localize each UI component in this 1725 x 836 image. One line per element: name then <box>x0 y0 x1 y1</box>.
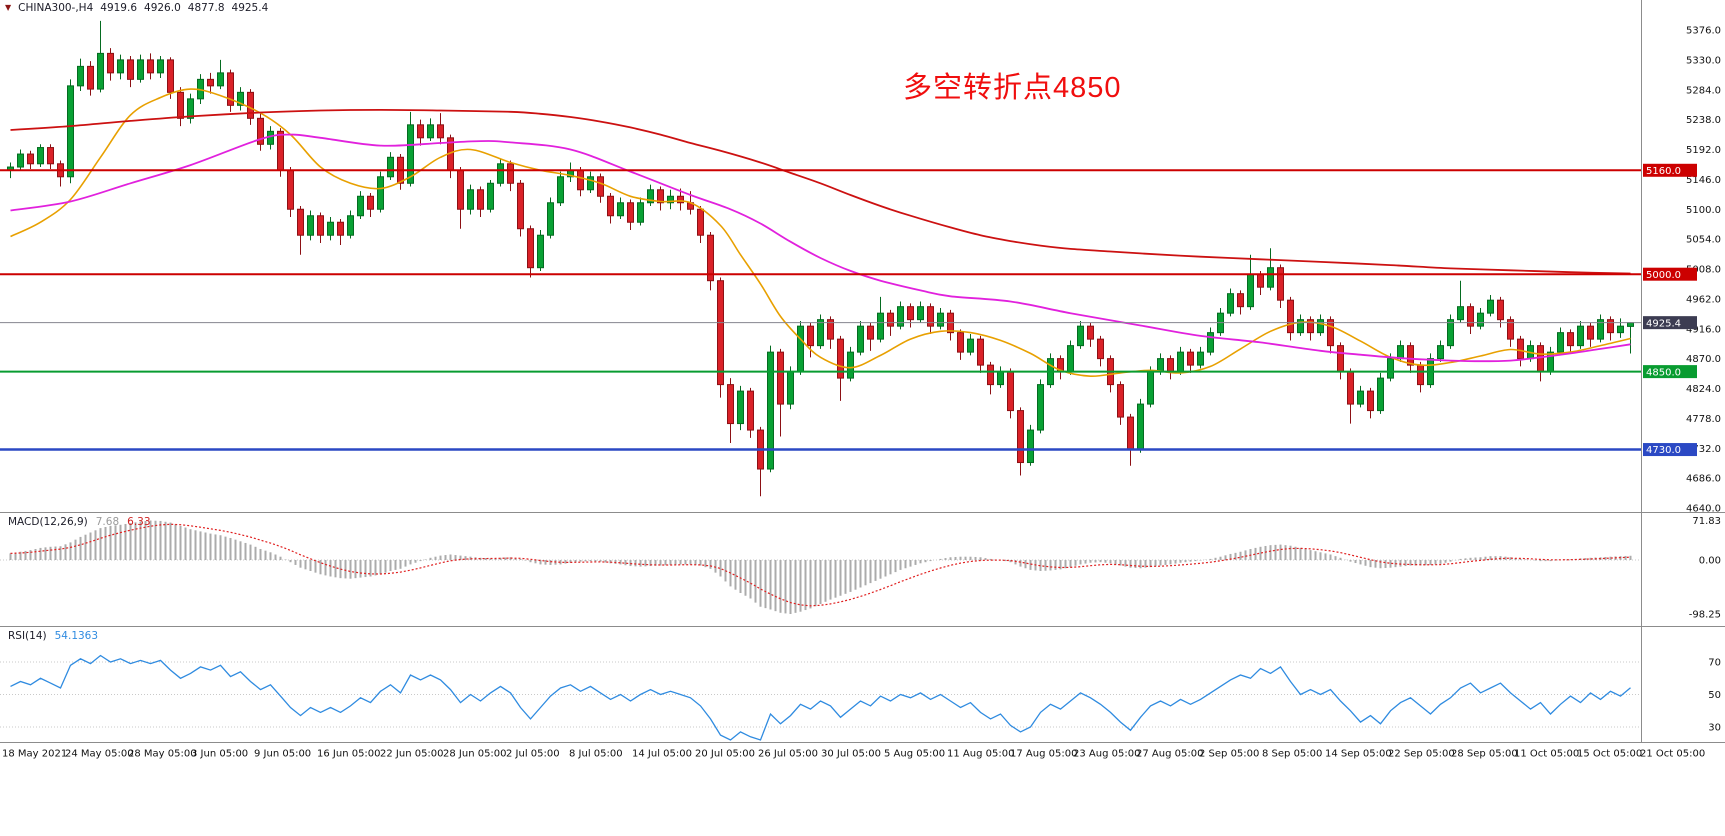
svg-text:5054.0: 5054.0 <box>1686 235 1721 246</box>
macd-signal-line <box>10 523 1631 607</box>
svg-text:2 Sep 05:00: 2 Sep 05:00 <box>1199 749 1259 760</box>
svg-text:17 Aug 05:00: 17 Aug 05:00 <box>1010 749 1077 760</box>
svg-text:21 Oct 05:00: 21 Oct 05:00 <box>1640 749 1705 760</box>
horizontal-lines[interactable] <box>0 169 1641 451</box>
symbol-ohlc-header: ▼ CHINA300-,H4 4919.6 4926.0 4877.8 4925… <box>5 2 268 14</box>
svg-text:5000.0: 5000.0 <box>1646 270 1681 281</box>
ohlc-high: 4926.0 <box>144 2 181 14</box>
svg-text:30: 30 <box>1708 723 1721 734</box>
symbol-name: CHINA300-,H4 <box>18 2 94 14</box>
svg-text:71.83: 71.83 <box>1692 516 1721 527</box>
svg-text:30 Jul 05:00: 30 Jul 05:00 <box>821 749 881 760</box>
svg-text:5100.0: 5100.0 <box>1686 205 1721 216</box>
svg-text:16 Jun 05:00: 16 Jun 05:00 <box>317 749 381 760</box>
svg-text:4778.0: 4778.0 <box>1686 414 1721 425</box>
svg-text:11 Oct 05:00: 11 Oct 05:00 <box>1514 749 1579 760</box>
svg-text:5146.0: 5146.0 <box>1686 175 1721 186</box>
svg-text:22 Jun 05:00: 22 Jun 05:00 <box>380 749 444 760</box>
svg-text:14 Sep 05:00: 14 Sep 05:00 <box>1325 749 1392 760</box>
svg-text:28 Sep 05:00: 28 Sep 05:00 <box>1451 749 1518 760</box>
rsi-header: RSI(14) 54.1363 <box>8 630 98 642</box>
price-badges: 5160.0 5000.0 4850.0 4730.0 4925.4 <box>1643 163 1697 456</box>
svg-text:3 Jun 05:00: 3 Jun 05:00 <box>191 749 248 760</box>
symbol-marker-icon: ▼ <box>5 3 12 12</box>
macd-histogram <box>9 520 1632 615</box>
svg-text:26 Jul 05:00: 26 Jul 05:00 <box>758 749 818 760</box>
svg-text:22 Sep 05:00: 22 Sep 05:00 <box>1388 749 1455 760</box>
svg-text:-98.25: -98.25 <box>1689 610 1721 621</box>
svg-text:11 Aug 05:00: 11 Aug 05:00 <box>947 749 1014 760</box>
svg-text:4916.0: 4916.0 <box>1686 324 1721 335</box>
svg-text:5238.0: 5238.0 <box>1686 115 1721 126</box>
svg-text:27 Aug 05:00: 27 Aug 05:00 <box>1136 749 1203 760</box>
svg-text:4962.0: 4962.0 <box>1686 294 1721 305</box>
rsi-value: 54.1363 <box>54 630 99 642</box>
macd-main-value: 7.68 <box>95 516 120 528</box>
ohlc-low: 4877.8 <box>187 2 225 14</box>
svg-text:4824.0: 4824.0 <box>1686 384 1721 395</box>
svg-text:9 Jun 05:00: 9 Jun 05:00 <box>254 749 311 760</box>
svg-text:28 Jun 05:00: 28 Jun 05:00 <box>443 749 507 760</box>
svg-text:5008.0: 5008.0 <box>1686 265 1721 276</box>
ohlc-close: 4925.4 <box>231 2 269 14</box>
svg-text:20 Jul 05:00: 20 Jul 05:00 <box>695 749 755 760</box>
svg-text:2 Jul 05:00: 2 Jul 05:00 <box>506 749 560 760</box>
annotation-text[interactable]: 多空转折点4850 <box>903 72 1122 104</box>
svg-text:23 Aug 05:00: 23 Aug 05:00 <box>1073 749 1140 760</box>
macd-label: MACD(12,26,9) <box>8 516 88 528</box>
svg-text:15 Oct 05:00: 15 Oct 05:00 <box>1577 749 1642 760</box>
svg-text:8 Sep 05:00: 8 Sep 05:00 <box>1262 749 1322 760</box>
svg-text:4870.0: 4870.0 <box>1686 354 1721 365</box>
svg-text:5376.0: 5376.0 <box>1686 26 1721 37</box>
svg-text:4732.0: 4732.0 <box>1686 444 1721 455</box>
ohlc-open: 4919.6 <box>100 2 138 14</box>
svg-text:18 May 2021: 18 May 2021 <box>2 749 67 760</box>
pane-separators <box>0 0 1725 743</box>
svg-text:4850.0: 4850.0 <box>1646 367 1681 378</box>
svg-text:5284.0: 5284.0 <box>1686 85 1721 96</box>
svg-text:0.00: 0.00 <box>1699 556 1721 567</box>
svg-text:24 May 05:00: 24 May 05:00 <box>65 749 134 760</box>
svg-text:5192.0: 5192.0 <box>1686 145 1721 156</box>
macd-signal-value: 6.33 <box>127 516 151 528</box>
svg-text:28 May 05:00: 28 May 05:00 <box>128 749 197 760</box>
ma_red-line <box>10 109 1631 275</box>
svg-text:4686.0: 4686.0 <box>1686 474 1721 485</box>
rsi-label: RSI(14) <box>8 630 47 642</box>
svg-text:5160.0: 5160.0 <box>1646 166 1681 177</box>
svg-text:14 Jul 05:00: 14 Jul 05:00 <box>632 749 692 760</box>
svg-text:5330.0: 5330.0 <box>1686 55 1721 66</box>
svg-text:4730.0: 4730.0 <box>1646 445 1681 456</box>
svg-text:70: 70 <box>1708 658 1721 669</box>
svg-text:5 Aug 05:00: 5 Aug 05:00 <box>884 749 945 760</box>
rsi-line <box>10 654 1631 741</box>
candles-layer <box>7 20 1634 497</box>
svg-text:50: 50 <box>1708 690 1721 701</box>
svg-text:4925.4: 4925.4 <box>1646 318 1681 329</box>
svg-text:8 Jul 05:00: 8 Jul 05:00 <box>569 749 623 760</box>
indicator-level-lines <box>0 559 1641 728</box>
axis-labels: 5376.0 5330.0 5284.0 5238.0 5192.0 5146.0 5100… <box>2 26 1721 760</box>
ma_orange-line <box>10 88 1631 378</box>
svg-text:4640.0: 4640.0 <box>1686 504 1721 515</box>
macd-header: MACD(12,26,9) 7.68 6.33 <box>8 516 151 528</box>
